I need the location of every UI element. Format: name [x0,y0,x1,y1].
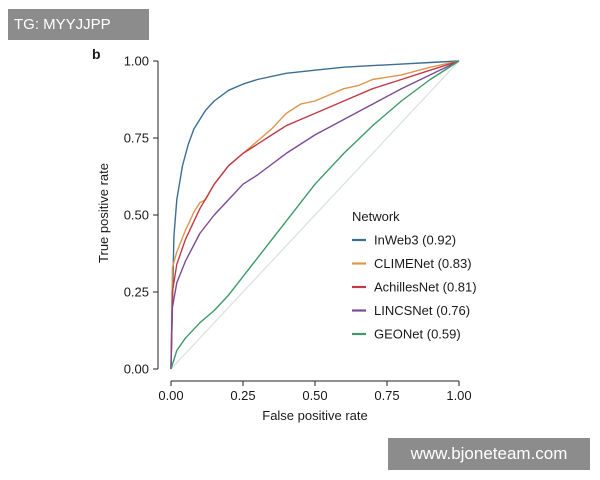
panel-label: b [92,46,101,62]
watermark-bottom-right: www.bjoneteam.com [388,438,590,470]
diagonal-layer [170,60,460,370]
y-tick-label: 0.00 [124,362,149,377]
series-line-climenet [170,60,460,370]
legend-label-inweb3: InWeb3 (0.92) [374,233,456,248]
series-layer [170,60,460,370]
legend-label-achillesnet: AchillesNet (0.81) [374,280,477,295]
axes-layer: 0.00 0.25 0.50 0.75 1.00 0.00 0.25 0.50 0.75 1.00 [124,54,472,404]
x-axis-title: False positive rate [262,408,368,423]
legend-label-climenet: CLIMENet (0.83) [374,256,472,271]
x-tick-label: 0.00 [158,388,183,403]
legend-label-lincsnet: LINCSNet (0.76) [374,303,470,318]
y-tick-label: 0.50 [124,208,149,223]
x-tick-label: 0.75 [374,388,399,403]
legend-label-geonet: GEONet (0.59) [374,327,461,342]
y-tick-label: 1.00 [124,54,149,69]
x-tick-label: 1.00 [446,388,471,403]
legend-title: Network [352,209,400,224]
series-line-achillesnet [170,60,460,370]
y-axis-title: True positive rate [96,163,111,263]
series-line-geonet [170,60,460,370]
diagonal-reference-line [170,60,460,370]
legend: Network InWeb3 (0.92) CLIMENet (0.83) Achil… [352,209,477,342]
watermark-top-left: TG: MYYJJPP [8,9,149,40]
x-tick-label: 0.25 [230,388,255,403]
series-line-lincsnet [170,60,460,370]
y-tick-label: 0.75 [124,131,149,146]
series-line-inweb3 [170,60,460,370]
y-tick-label: 0.25 [124,285,149,300]
x-tick-label: 0.50 [302,388,327,403]
